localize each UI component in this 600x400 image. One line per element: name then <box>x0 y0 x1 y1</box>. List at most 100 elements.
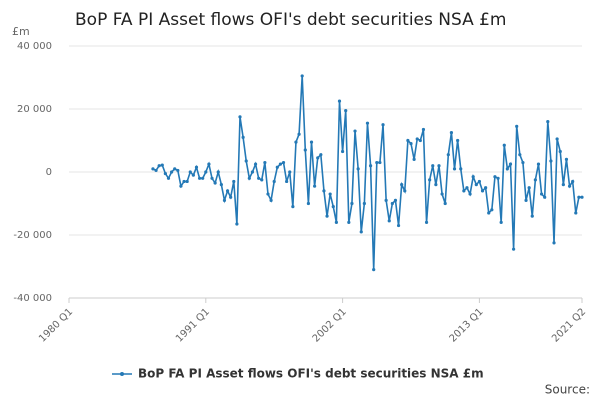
point <box>521 160 525 165</box>
point <box>294 140 298 144</box>
point <box>378 160 382 165</box>
point <box>462 189 466 193</box>
point <box>477 179 481 184</box>
point <box>546 120 550 124</box>
point <box>403 189 407 193</box>
point <box>253 162 258 166</box>
point <box>275 165 279 169</box>
point <box>182 179 186 184</box>
point <box>524 198 528 202</box>
point <box>456 138 460 143</box>
chart-title: BoP FA PI Asset flows OFI's debt securit… <box>75 10 507 30</box>
point <box>216 170 220 174</box>
point <box>452 167 457 171</box>
point <box>487 211 491 215</box>
point <box>502 143 506 147</box>
point <box>474 183 478 187</box>
point <box>188 170 192 174</box>
point <box>337 99 342 103</box>
point <box>424 220 429 224</box>
point <box>415 137 419 141</box>
point <box>266 192 270 196</box>
point <box>564 157 569 161</box>
x-tick-label: 1980 Q1 <box>37 306 75 344</box>
point <box>384 198 388 202</box>
point <box>238 115 242 119</box>
point <box>428 178 432 182</box>
point <box>561 183 565 187</box>
y-tick-label: -20 000 <box>13 230 52 241</box>
point <box>176 168 180 173</box>
point <box>244 159 248 163</box>
point <box>409 142 413 146</box>
point <box>365 121 370 125</box>
point <box>191 173 195 177</box>
point <box>421 127 426 132</box>
point <box>446 153 450 157</box>
point <box>412 157 416 161</box>
point <box>272 179 276 184</box>
point <box>281 160 286 165</box>
point <box>260 178 264 182</box>
x-tick-label: 2013 Q1 <box>448 306 486 344</box>
point <box>390 201 394 206</box>
y-tick-label: -40 000 <box>13 293 52 304</box>
point <box>347 220 351 224</box>
point <box>496 176 500 180</box>
point <box>574 211 578 215</box>
x-tick-label: 2021 Q2 <box>550 306 588 344</box>
point <box>567 184 572 188</box>
point <box>328 192 332 196</box>
point <box>505 167 509 171</box>
point <box>170 170 174 174</box>
point <box>225 189 230 193</box>
point <box>344 108 348 113</box>
point <box>400 183 404 187</box>
point <box>173 167 177 171</box>
point <box>154 168 158 173</box>
x-tick-label: 2002 Q1 <box>311 306 349 344</box>
point <box>325 214 329 218</box>
point <box>558 149 562 154</box>
point <box>303 148 307 152</box>
point <box>356 167 360 171</box>
point <box>269 198 273 202</box>
point <box>319 153 323 157</box>
point <box>449 131 454 135</box>
point <box>201 176 205 180</box>
source: Source: <box>545 383 590 397</box>
point <box>194 165 199 169</box>
point <box>468 192 472 196</box>
point <box>508 162 513 166</box>
point <box>322 189 326 193</box>
point <box>490 208 494 212</box>
point <box>229 195 233 199</box>
point <box>393 198 398 202</box>
point <box>235 222 239 226</box>
point <box>157 164 161 168</box>
point <box>291 205 295 209</box>
y-unit: £m <box>12 25 30 38</box>
point <box>549 159 553 163</box>
point <box>166 176 171 180</box>
point <box>372 268 376 272</box>
legend-label: BoP FA PI Asset flows OFI's debt securit… <box>138 367 484 381</box>
point <box>539 192 544 196</box>
y-tick-label: 0 <box>46 167 52 178</box>
point <box>359 230 363 234</box>
legend-marker <box>120 372 124 376</box>
point <box>396 223 401 228</box>
point <box>571 179 575 184</box>
point <box>387 219 391 223</box>
point <box>440 192 444 196</box>
x-tick-label: 1991 Q1 <box>174 306 212 344</box>
point <box>465 186 469 190</box>
point <box>232 179 236 184</box>
y-tick-label: 40 000 <box>17 41 52 52</box>
point <box>210 176 214 180</box>
point <box>511 247 516 251</box>
point <box>515 124 519 128</box>
point <box>499 220 503 224</box>
point <box>278 162 283 166</box>
